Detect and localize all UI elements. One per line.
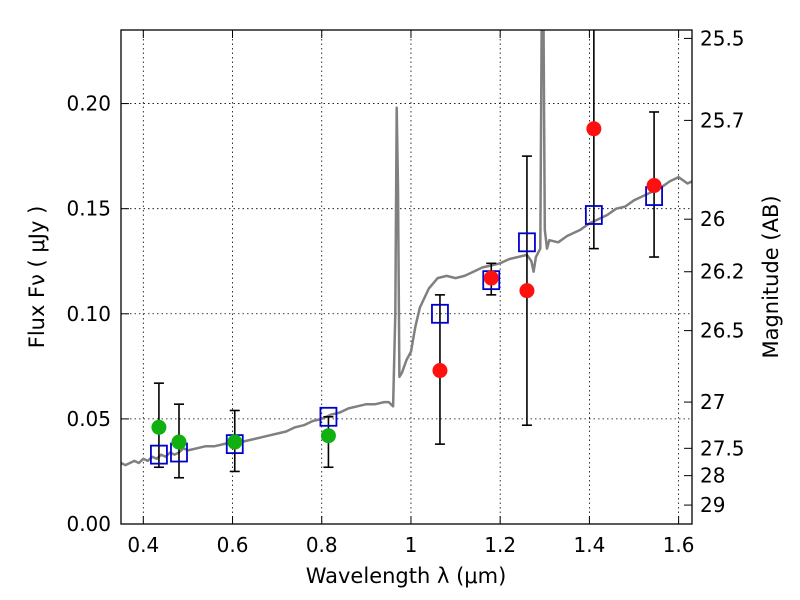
model-photometry-layer [150,186,663,465]
grid [121,30,692,524]
observed-points-layer [151,121,662,450]
magnitude-tick-label: 25.5 [700,26,745,50]
x-tick-label: 1.4 [573,533,605,557]
x-tick-label: 0.8 [306,533,338,557]
model-photometry-square [584,205,603,225]
x-tick-label: 1.6 [663,533,695,557]
x-tick-label: 1.2 [484,533,516,557]
x-tick-label: 0.6 [217,533,249,557]
y-tick-label: 0.00 [66,512,111,536]
observed-optical-point [320,428,336,444]
x-tick-label: 0.4 [127,533,159,557]
y-tick-label: 0.15 [66,197,111,221]
observed-optical-point [227,434,243,450]
model-photometry-square [319,406,338,427]
y-tick-label: 0.20 [66,92,111,116]
y-axis-right-label: Magnitude (AB) [759,195,783,358]
magnitude-tick-label: 26 [700,207,725,231]
observed-optical-point [171,434,187,450]
observed-nir-point [586,121,602,137]
x-axis-label: Wavelength λ (μm) [306,564,507,588]
y-tick-label: 0.10 [66,302,111,326]
magnitude-tick-label: 26.2 [700,260,745,284]
plot-background [121,30,692,524]
plot-frame [120,29,693,525]
magnitude-tick-label: 29 [700,493,725,517]
magnitude-tick-label: 27 [700,390,725,414]
observed-nir-point [432,363,448,379]
magnitude-tick-label: 27.5 [700,436,745,460]
model-photometry-square [518,232,536,253]
y-tick-label: 0.05 [66,407,111,431]
observed-optical-point [151,419,167,435]
observed-nir-point [483,270,499,286]
magnitude-tick-label: 26.5 [700,319,745,343]
spectrum-layer [121,30,692,467]
model-photometry-square [150,444,168,465]
tick-labels: 0.4 0.6 0.8 1 1.2 1.4 1.6 0.00 0.05 0.10 0.15 0.20 2… [66,26,744,557]
magnitude-tick-label: 28 [700,464,725,488]
model-spectrum-line [121,30,692,467]
model-photometry-square [431,303,449,324]
x-tick-label: 1 [405,533,418,557]
observed-nir-point [646,178,662,194]
magnitude-tick-label: 25.7 [700,108,745,132]
y-axis-label: Flux Fν ( μJy ) [25,206,49,349]
observed-nir-point [519,283,535,299]
ticks [121,30,692,525]
